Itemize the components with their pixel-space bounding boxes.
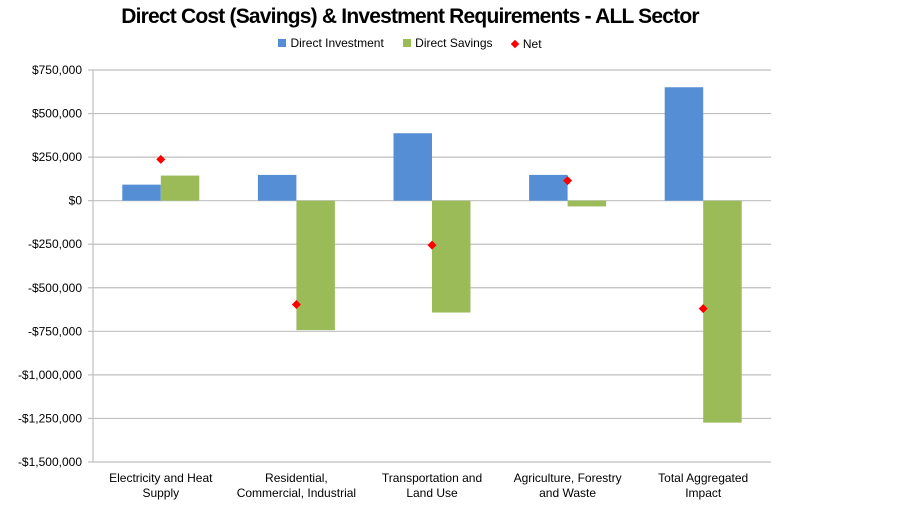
y-tick-label: $250,000 [32,150,82,164]
net-markers [156,154,708,314]
y-axis-tick-labels: $750,000 $500,000 $250,000 $0 -$250,000 -$500… [18,63,82,469]
bar-direct-investment [122,184,161,201]
y-tick-label: $0 [69,194,83,208]
y-tick-label: -$1,250,000 [18,411,82,425]
y-tick-label: -$500,000 [28,281,82,295]
bar-direct-investment [393,133,432,201]
bar-direct-savings [296,200,335,331]
y-tick-label: $500,000 [32,107,82,121]
legend-swatch-direct-savings [403,39,412,47]
y-tick-label: -$1,500,000 [18,455,82,469]
x-category-label: Electricity and Heat Supply [109,471,213,500]
legend-item-direct-savings: Direct Savings [403,36,493,50]
x-category-label: Residential, Commercial, Industrial [237,471,356,500]
x-axis-category-labels: Electricity and Heat Supply Residential, Co… [109,471,748,500]
x-category-label: Total Aggregated Impact [658,471,748,500]
net-marker [698,304,708,314]
legend-item-direct-investment: Direct Investment [278,36,384,50]
y-tick-label: -$250,000 [28,237,82,251]
bar-direct-investment [529,174,568,201]
bar-direct-savings [703,200,742,423]
x-category-label: Transportation and Land Use [382,471,482,500]
legend-label-direct-savings: Direct Savings [415,36,493,50]
y-tick-label: -$750,000 [28,324,82,338]
bar-direct-savings [160,175,200,201]
x-category-label: Agriculture, Forestry and Waste [514,471,622,500]
y-tick-label: -$1,000,000 [18,368,82,382]
net-marker [291,300,301,310]
legend-label-net: Net [522,37,542,51]
bar-direct-investment [257,174,297,201]
chart-title: Direct Cost (Savings) & Investment Requi… [121,5,699,28]
bar-direct-savings [432,200,471,313]
legend-item-net: Net [510,37,542,51]
legend-swatch-direct-investment [278,39,287,47]
legend-label-direct-investment: Direct Investment [290,36,384,50]
bar-direct-savings [567,200,607,207]
net-marker [563,176,573,186]
y-tick-label: $750,000 [32,63,82,77]
net-marker [427,240,437,250]
bars [122,87,742,423]
bar-direct-investment [664,87,704,201]
net-marker [156,154,166,164]
legend: Direct Investment Direct Savings Net [0,36,820,51]
